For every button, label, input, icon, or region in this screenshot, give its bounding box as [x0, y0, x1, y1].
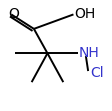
Text: O: O [8, 7, 19, 21]
Text: NH: NH [78, 46, 99, 60]
Text: OH: OH [73, 7, 95, 21]
Text: Cl: Cl [90, 66, 103, 80]
